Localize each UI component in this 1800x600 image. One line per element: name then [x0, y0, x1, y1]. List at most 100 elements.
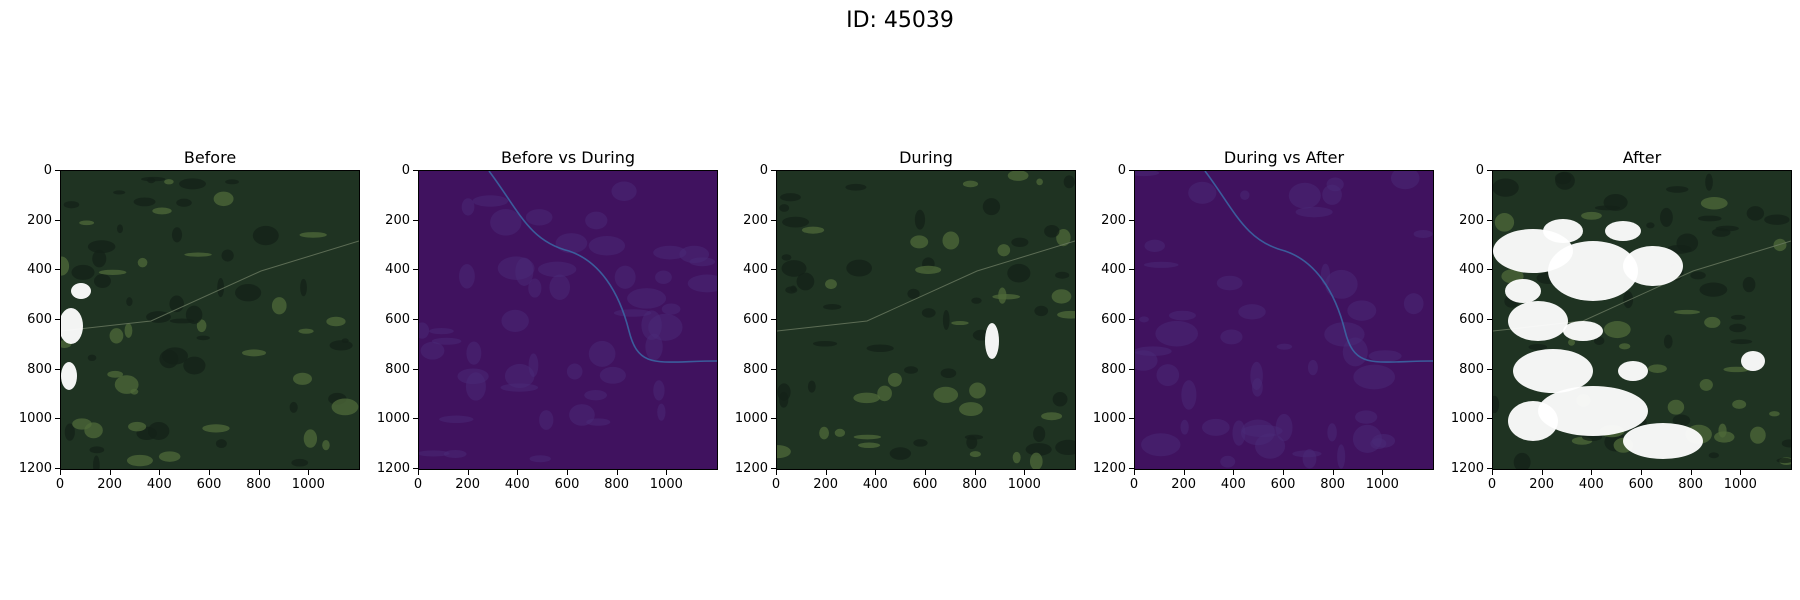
y-tick-label: 1000 [18, 411, 52, 427]
x-tick-mark [1183, 470, 1185, 475]
y-tick-mark [771, 219, 776, 221]
y-tick-label: 400 [1459, 262, 1484, 278]
y-tick-label: 600 [1459, 312, 1484, 327]
y-tick-mark [1129, 219, 1134, 221]
x-tick-mark [616, 470, 618, 475]
y-tick-label: 1200 [376, 461, 410, 476]
x-tick-label: 1000 [1365, 477, 1399, 492]
x-tick-label: 600 [912, 477, 938, 492]
panel-title: Before vs During [500, 148, 636, 167]
y-tick-mark [55, 418, 60, 420]
y-tick-mark [771, 319, 776, 320]
x-tick-label: 1000 [1007, 477, 1041, 492]
x-tick-mark [209, 470, 210, 475]
x-tick-label: 400 [146, 477, 172, 492]
x-tick-mark [308, 470, 310, 475]
satellite-image [777, 171, 1075, 469]
y-tick-mark [1487, 319, 1492, 320]
y-tick-label: 200 [385, 212, 410, 228]
y-tick-mark [1487, 418, 1492, 420]
x-tick-mark [1233, 470, 1235, 475]
y-tick-mark [413, 468, 418, 469]
y-tick-mark [771, 269, 776, 271]
y-tick-label: 0 [1117, 163, 1126, 178]
x-tick-mark [1382, 470, 1384, 475]
x-tick-label: 200 [813, 477, 839, 492]
y-tick-mark [1129, 319, 1134, 320]
y-tick-label: 600 [1101, 312, 1126, 327]
x-tick-mark [974, 470, 976, 475]
y-tick-label: 0 [1475, 163, 1484, 178]
y-tick-mark [771, 468, 776, 469]
y-tick-mark [413, 269, 418, 271]
y-tick-mark [55, 170, 60, 171]
satellite-image [1493, 171, 1791, 469]
y-tick-label: 400 [1101, 262, 1126, 278]
y-tick-mark [1129, 468, 1134, 469]
y-tick-label: 1200 [1450, 461, 1484, 476]
x-tick-mark [418, 470, 419, 475]
x-tick-label: 400 [1578, 477, 1604, 492]
y-tick-mark [1487, 219, 1492, 221]
x-tick-label: 0 [55, 477, 65, 492]
x-tick-mark [875, 470, 877, 475]
x-tick-label: 0 [1129, 477, 1139, 492]
x-tick-label: 800 [1320, 477, 1346, 492]
y-tick-label: 800 [1459, 361, 1484, 377]
x-tick-label: 600 [196, 477, 222, 492]
x-tick-label: 600 [554, 477, 580, 492]
y-tick-label: 800 [1101, 361, 1126, 377]
x-tick-label: 200 [97, 477, 123, 492]
y-tick-mark [413, 170, 418, 171]
y-tick-mark [1487, 170, 1492, 171]
y-tick-mark [413, 219, 418, 221]
panel-title: After [1622, 148, 1662, 167]
x-tick-label: 600 [1270, 477, 1296, 492]
y-tick-mark [1487, 468, 1492, 469]
image-frame [60, 170, 360, 470]
panel-title: During vs After [1223, 148, 1345, 167]
y-tick-label: 1200 [1092, 461, 1126, 476]
y-tick-mark [55, 468, 60, 469]
y-tick-label: 200 [1101, 212, 1126, 228]
panel-after: After 0 200 400 600 800 1000 1200 0 200 400 600 800 1… [1451, 148, 1792, 491]
panel-before-vs-during: Before vs During 0 200 400 600 800 1000 1200 0 20… [377, 148, 718, 491]
x-tick-mark [1332, 470, 1334, 475]
y-tick-label: 800 [385, 361, 410, 377]
image-frame [1492, 170, 1792, 470]
x-tick-label: 200 [1171, 477, 1197, 492]
panel-before: Before 0 200 400 600 800 1000 1200 0 200 400 600 800… [19, 148, 360, 491]
x-tick-mark [1641, 470, 1642, 475]
x-tick-label: 800 [1678, 477, 1704, 492]
y-tick-mark [55, 368, 60, 370]
x-tick-mark [517, 470, 519, 475]
x-tick-mark [159, 470, 161, 475]
y-tick-label: 800 [27, 361, 52, 377]
y-tick-label: 1000 [734, 411, 768, 427]
x-tick-label: 400 [862, 477, 888, 492]
y-tick-mark [413, 418, 418, 420]
y-tick-mark [1129, 170, 1134, 171]
x-tick-mark [567, 470, 568, 475]
y-tick-label: 1200 [18, 461, 52, 476]
y-tick-label: 0 [401, 163, 410, 178]
x-tick-mark [1492, 470, 1493, 475]
panel-title: Before [183, 148, 237, 167]
y-tick-label: 800 [743, 361, 768, 377]
x-tick-label: 1000 [291, 477, 325, 492]
x-tick-mark [258, 470, 260, 475]
x-tick-label: 400 [504, 477, 530, 492]
x-tick-label: 800 [604, 477, 630, 492]
y-tick-mark [413, 319, 418, 320]
y-tick-mark [413, 368, 418, 370]
x-tick-label: 400 [1220, 477, 1246, 492]
y-tick-label: 1000 [1450, 411, 1484, 427]
y-tick-mark [55, 319, 60, 320]
image-frame [1134, 170, 1434, 470]
panel-during: During 0 200 400 600 800 1000 1200 0 200 400 600 800… [735, 150, 1076, 491]
y-tick-label: 400 [27, 262, 52, 278]
y-tick-label: 0 [759, 163, 768, 178]
y-tick-mark [1129, 418, 1134, 420]
y-tick-label: 0 [43, 163, 52, 178]
x-tick-label: 1000 [649, 477, 683, 492]
